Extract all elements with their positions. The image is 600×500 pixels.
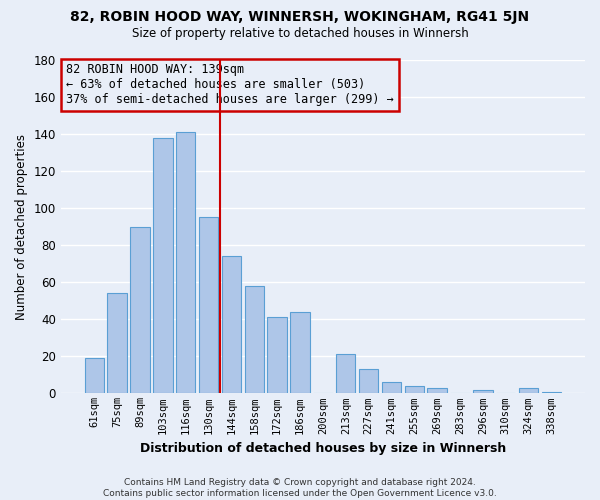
- Bar: [130, 226, 150, 394]
- Bar: [245, 286, 264, 394]
- Bar: [542, 392, 561, 394]
- Bar: [359, 370, 379, 394]
- Bar: [222, 256, 241, 394]
- Bar: [107, 294, 127, 394]
- Text: 82 ROBIN HOOD WAY: 139sqm
← 63% of detached houses are smaller (503)
37% of semi: 82 ROBIN HOOD WAY: 139sqm ← 63% of detac…: [66, 64, 394, 106]
- Bar: [268, 318, 287, 394]
- Bar: [85, 358, 104, 394]
- Bar: [290, 312, 310, 394]
- X-axis label: Distribution of detached houses by size in Winnersh: Distribution of detached houses by size …: [140, 442, 506, 455]
- Text: Contains HM Land Registry data © Crown copyright and database right 2024.
Contai: Contains HM Land Registry data © Crown c…: [103, 478, 497, 498]
- Bar: [427, 388, 447, 394]
- Text: 82, ROBIN HOOD WAY, WINNERSH, WOKINGHAM, RG41 5JN: 82, ROBIN HOOD WAY, WINNERSH, WOKINGHAM,…: [70, 10, 530, 24]
- Bar: [153, 138, 173, 394]
- Text: Size of property relative to detached houses in Winnersh: Size of property relative to detached ho…: [131, 28, 469, 40]
- Bar: [519, 388, 538, 394]
- Y-axis label: Number of detached properties: Number of detached properties: [15, 134, 28, 320]
- Bar: [404, 386, 424, 394]
- Bar: [176, 132, 196, 394]
- Bar: [199, 218, 218, 394]
- Bar: [382, 382, 401, 394]
- Bar: [336, 354, 355, 394]
- Bar: [473, 390, 493, 394]
